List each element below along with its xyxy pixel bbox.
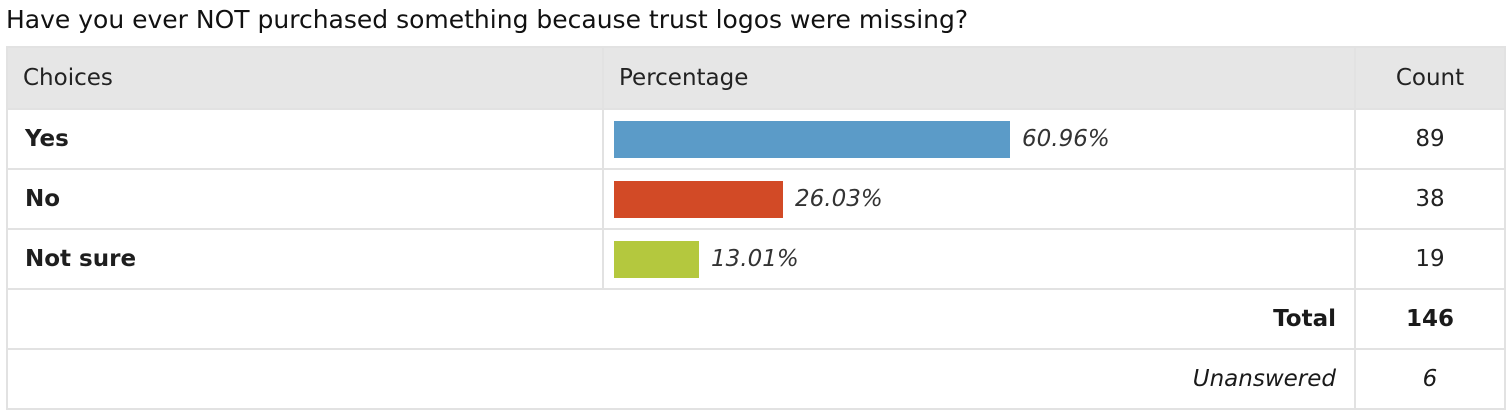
- percentage-label: 26.03%: [795, 186, 883, 212]
- bar-wrap: 60.96%: [614, 119, 1354, 159]
- bar-wrap: 13.01%: [614, 239, 1354, 279]
- choice-label: No: [6, 168, 604, 230]
- count-cell: 19: [1354, 228, 1506, 290]
- results-rows: Yes 60.96% 89 No 26.03% 38 Not sure 13.01% 19: [6, 108, 1506, 290]
- count-column-header: Count: [1354, 46, 1506, 110]
- percentage-label: 13.01%: [711, 246, 799, 272]
- unanswered-label: Unanswered: [6, 348, 1356, 410]
- percentage-label: 60.96%: [1022, 126, 1110, 152]
- table-row: Not sure 13.01% 19: [6, 228, 1506, 290]
- survey-question: Have you ever NOT purchased something be…: [6, 5, 969, 34]
- table-row: No 26.03% 38: [6, 168, 1506, 230]
- header-row: Choices Percentage Count: [6, 46, 1506, 110]
- percentage-cell: 60.96%: [602, 108, 1356, 170]
- percentage-cell: 26.03%: [602, 168, 1356, 230]
- unanswered-row: Unanswered 6: [6, 348, 1506, 410]
- percentage-column-header: Percentage: [602, 46, 1356, 110]
- choice-label: Not sure: [6, 228, 604, 290]
- count-cell: 38: [1354, 168, 1506, 230]
- choice-label: Yes: [6, 108, 604, 170]
- total-label: Total: [6, 288, 1356, 350]
- table-row: Yes 60.96% 89: [6, 108, 1506, 170]
- percentage-cell: 13.01%: [602, 228, 1356, 290]
- total-value: 146: [1354, 288, 1506, 350]
- percentage-bar: [614, 240, 699, 278]
- percentage-bar: [614, 120, 1010, 158]
- total-row: Total 146: [6, 288, 1506, 350]
- unanswered-value: 6: [1354, 348, 1506, 410]
- bar-wrap: 26.03%: [614, 179, 1354, 219]
- choices-column-header: Choices: [6, 46, 604, 110]
- percentage-bar: [614, 180, 783, 218]
- count-cell: 89: [1354, 108, 1506, 170]
- results-table: Choices Percentage Count Yes 60.96% 89 No 26…: [6, 46, 1506, 410]
